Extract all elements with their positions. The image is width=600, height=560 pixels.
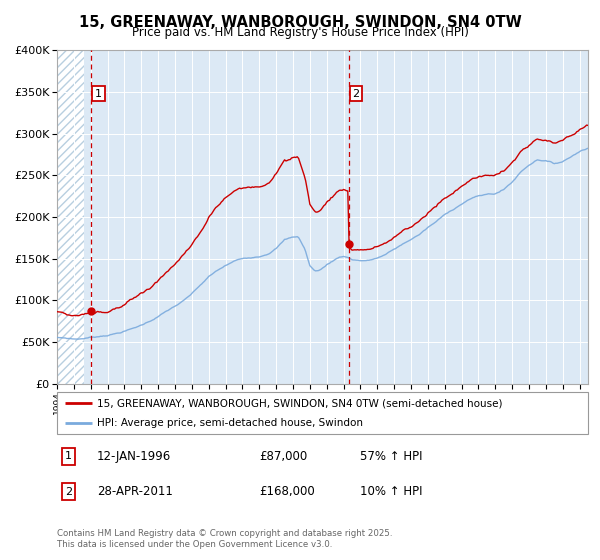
Text: 10% ↑ HPI: 10% ↑ HPI <box>359 485 422 498</box>
Text: 28-APR-2011: 28-APR-2011 <box>97 485 173 498</box>
Text: Contains HM Land Registry data © Crown copyright and database right 2025.
This d: Contains HM Land Registry data © Crown c… <box>57 529 392 549</box>
FancyBboxPatch shape <box>57 392 588 434</box>
Text: 12-JAN-1996: 12-JAN-1996 <box>97 450 171 463</box>
Text: HPI: Average price, semi-detached house, Swindon: HPI: Average price, semi-detached house,… <box>97 418 363 428</box>
Text: £168,000: £168,000 <box>259 485 314 498</box>
Text: 57% ↑ HPI: 57% ↑ HPI <box>359 450 422 463</box>
Text: 15, GREENAWAY, WANBOROUGH, SWINDON, SN4 0TW (semi-detached house): 15, GREENAWAY, WANBOROUGH, SWINDON, SN4 … <box>97 398 502 408</box>
Text: 2: 2 <box>65 487 72 497</box>
Text: 1: 1 <box>65 451 72 461</box>
Text: Price paid vs. HM Land Registry's House Price Index (HPI): Price paid vs. HM Land Registry's House … <box>131 26 469 39</box>
Text: 15, GREENAWAY, WANBOROUGH, SWINDON, SN4 0TW: 15, GREENAWAY, WANBOROUGH, SWINDON, SN4 … <box>79 15 521 30</box>
Text: £87,000: £87,000 <box>259 450 307 463</box>
Text: 2: 2 <box>352 88 359 99</box>
Text: 1: 1 <box>95 88 102 99</box>
